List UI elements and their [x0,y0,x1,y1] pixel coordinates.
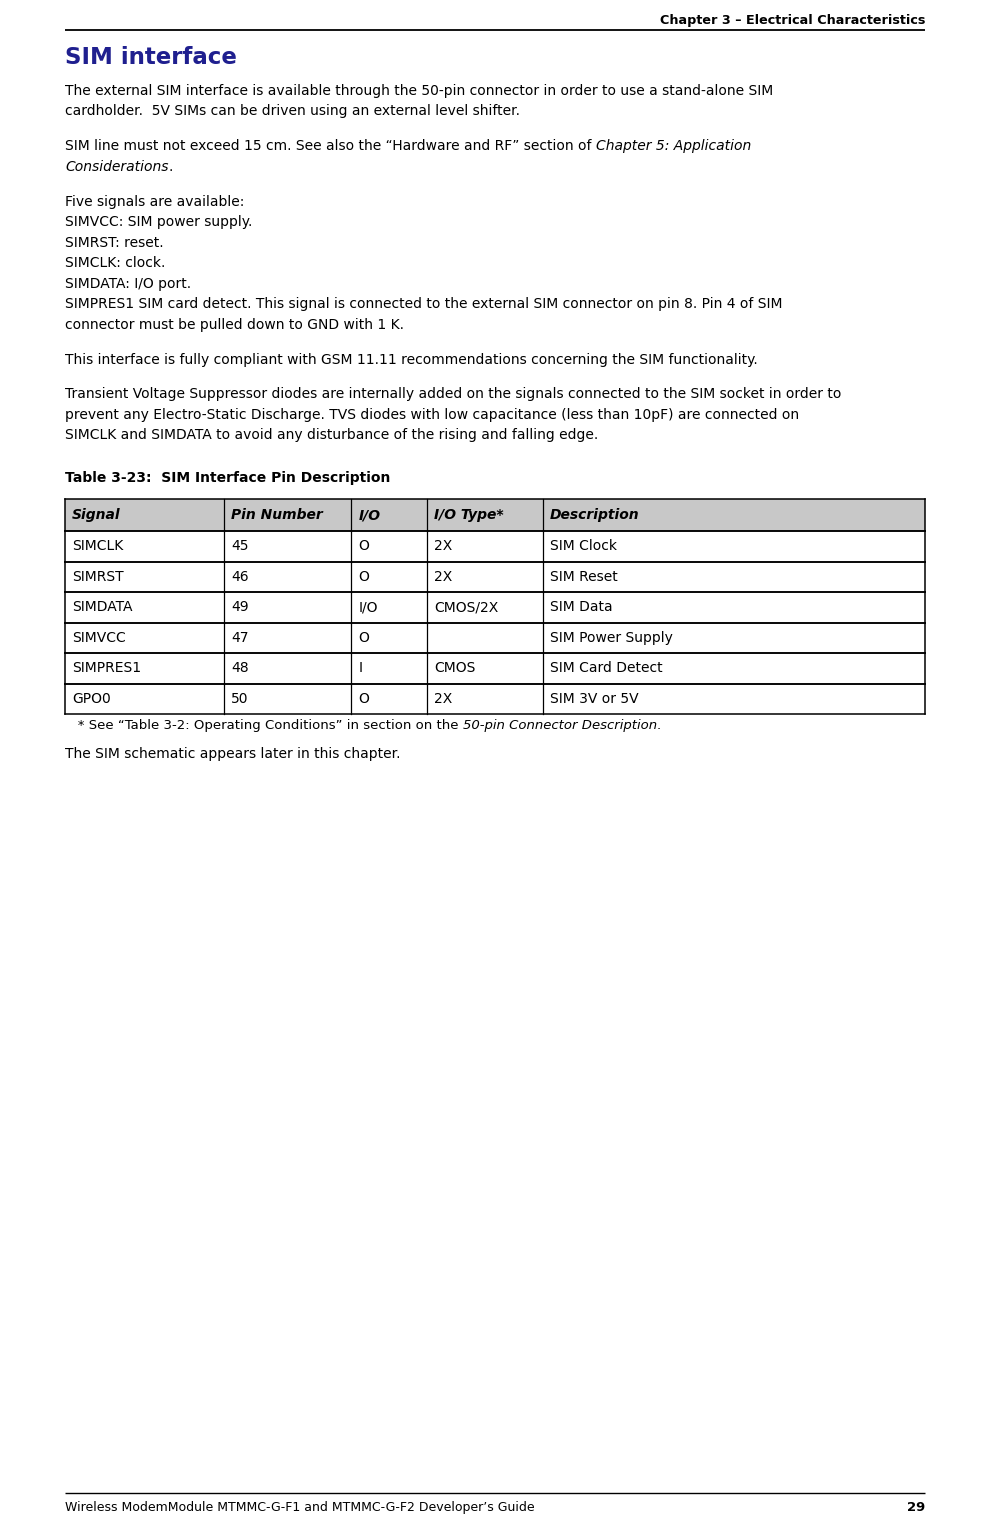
Text: 49: 49 [232,600,249,614]
Text: .: . [657,719,661,733]
Text: I: I [358,662,362,676]
Text: SIM line must not exceed 15 cm. See also the “Hardware and RF” section of: SIM line must not exceed 15 cm. See also… [65,140,595,154]
Text: O: O [358,569,369,583]
Text: * See “Table 3-2: Operating Conditions” in section on the: * See “Table 3-2: Operating Conditions” … [65,719,463,733]
Text: SIM Card Detect: SIM Card Detect [550,662,663,676]
Text: 2X: 2X [434,569,452,583]
Text: CMOS: CMOS [434,662,476,676]
Text: SIM Data: SIM Data [550,600,613,614]
Text: 2X: 2X [434,539,452,554]
Text: SIM Reset: SIM Reset [550,569,618,583]
Text: O: O [358,631,369,645]
Text: SIMDATA: SIMDATA [72,600,132,614]
Text: The external SIM interface is available through the 50-pin connector in order to: The external SIM interface is available … [65,85,773,98]
Bar [65,499,925,531]
Text: prevent any Electro-Static Discharge. TVS diodes with low capacitance (less than: prevent any Electro-Static Discharge. TV… [65,408,800,422]
Text: SIMRST: reset.: SIMRST: reset. [65,235,164,249]
Text: .: . [169,160,173,174]
Text: SIM 3V or 5V: SIM 3V or 5V [550,693,639,706]
Text: Table 3-23:  SIM Interface Pin Description: Table 3-23: SIM Interface Pin Descriptio… [65,471,390,485]
Text: Wireless ModemModule MTMMC-G-F1 and MTMMC-G-F2 Developer’s Guide: Wireless ModemModule MTMMC-G-F1 and MTMM… [65,1501,535,1514]
Text: cardholder.  5V SIMs can be driven using an external level shifter.: cardholder. 5V SIMs can be driven using … [65,105,520,119]
Text: O: O [358,539,369,554]
Text: SIMCLK and SIMDATA to avoid any disturbance of the rising and falling edge.: SIMCLK and SIMDATA to avoid any disturba… [65,428,598,442]
Text: Considerations: Considerations [65,160,169,174]
Text: The SIM schematic appears later in this chapter.: The SIM schematic appears later in this … [65,746,400,760]
Text: SIMPRES1 SIM card detect. This signal is connected to the external SIM connector: SIMPRES1 SIM card detect. This signal is… [65,297,783,311]
Text: Description: Description [550,508,640,522]
Text: CMOS/2X: CMOS/2X [434,600,498,614]
Text: SIM interface: SIM interface [65,46,236,69]
Text: I/O: I/O [358,600,378,614]
Text: 50-pin Connector Description: 50-pin Connector Description [463,719,657,733]
Text: 50: 50 [232,693,248,706]
Text: SIM Power Supply: SIM Power Supply [550,631,673,645]
Text: I/O Type*: I/O Type* [434,508,503,522]
Text: O: O [358,693,369,706]
Text: SIMPRES1: SIMPRES1 [72,662,141,676]
Text: Chapter 3 – Electrical Characteristics: Chapter 3 – Electrical Characteristics [659,14,925,28]
Text: Signal: Signal [72,508,121,522]
Text: 46: 46 [232,569,249,583]
Text: 48: 48 [232,662,249,676]
Text: Pin Number: Pin Number [232,508,323,522]
Text: SIM Clock: SIM Clock [550,539,617,554]
Text: I/O: I/O [358,508,381,522]
Text: Transient Voltage Suppressor diodes are internally added on the signals connecte: Transient Voltage Suppressor diodes are … [65,388,842,402]
Text: 47: 47 [232,631,248,645]
Text: GPO0: GPO0 [72,693,111,706]
Text: SIMDATA: I/O port.: SIMDATA: I/O port. [65,277,191,291]
Text: Five signals are available:: Five signals are available: [65,195,244,209]
Text: connector must be pulled down to GND with 1 K.: connector must be pulled down to GND wit… [65,317,404,332]
Text: SIMRST: SIMRST [72,569,124,583]
Text: Chapter 5: Application: Chapter 5: Application [595,140,751,154]
Text: SIMVCC: SIMVCC [72,631,126,645]
Text: SIMVCC: SIM power supply.: SIMVCC: SIM power supply. [65,215,252,229]
Text: SIMCLK: SIMCLK [72,539,124,554]
Text: SIMCLK: clock.: SIMCLK: clock. [65,255,166,271]
Text: 45: 45 [232,539,248,554]
Text: 2X: 2X [434,693,452,706]
Text: 29: 29 [906,1501,925,1514]
Text: This interface is fully compliant with GSM 11.11 recommendations concerning the : This interface is fully compliant with G… [65,352,757,366]
